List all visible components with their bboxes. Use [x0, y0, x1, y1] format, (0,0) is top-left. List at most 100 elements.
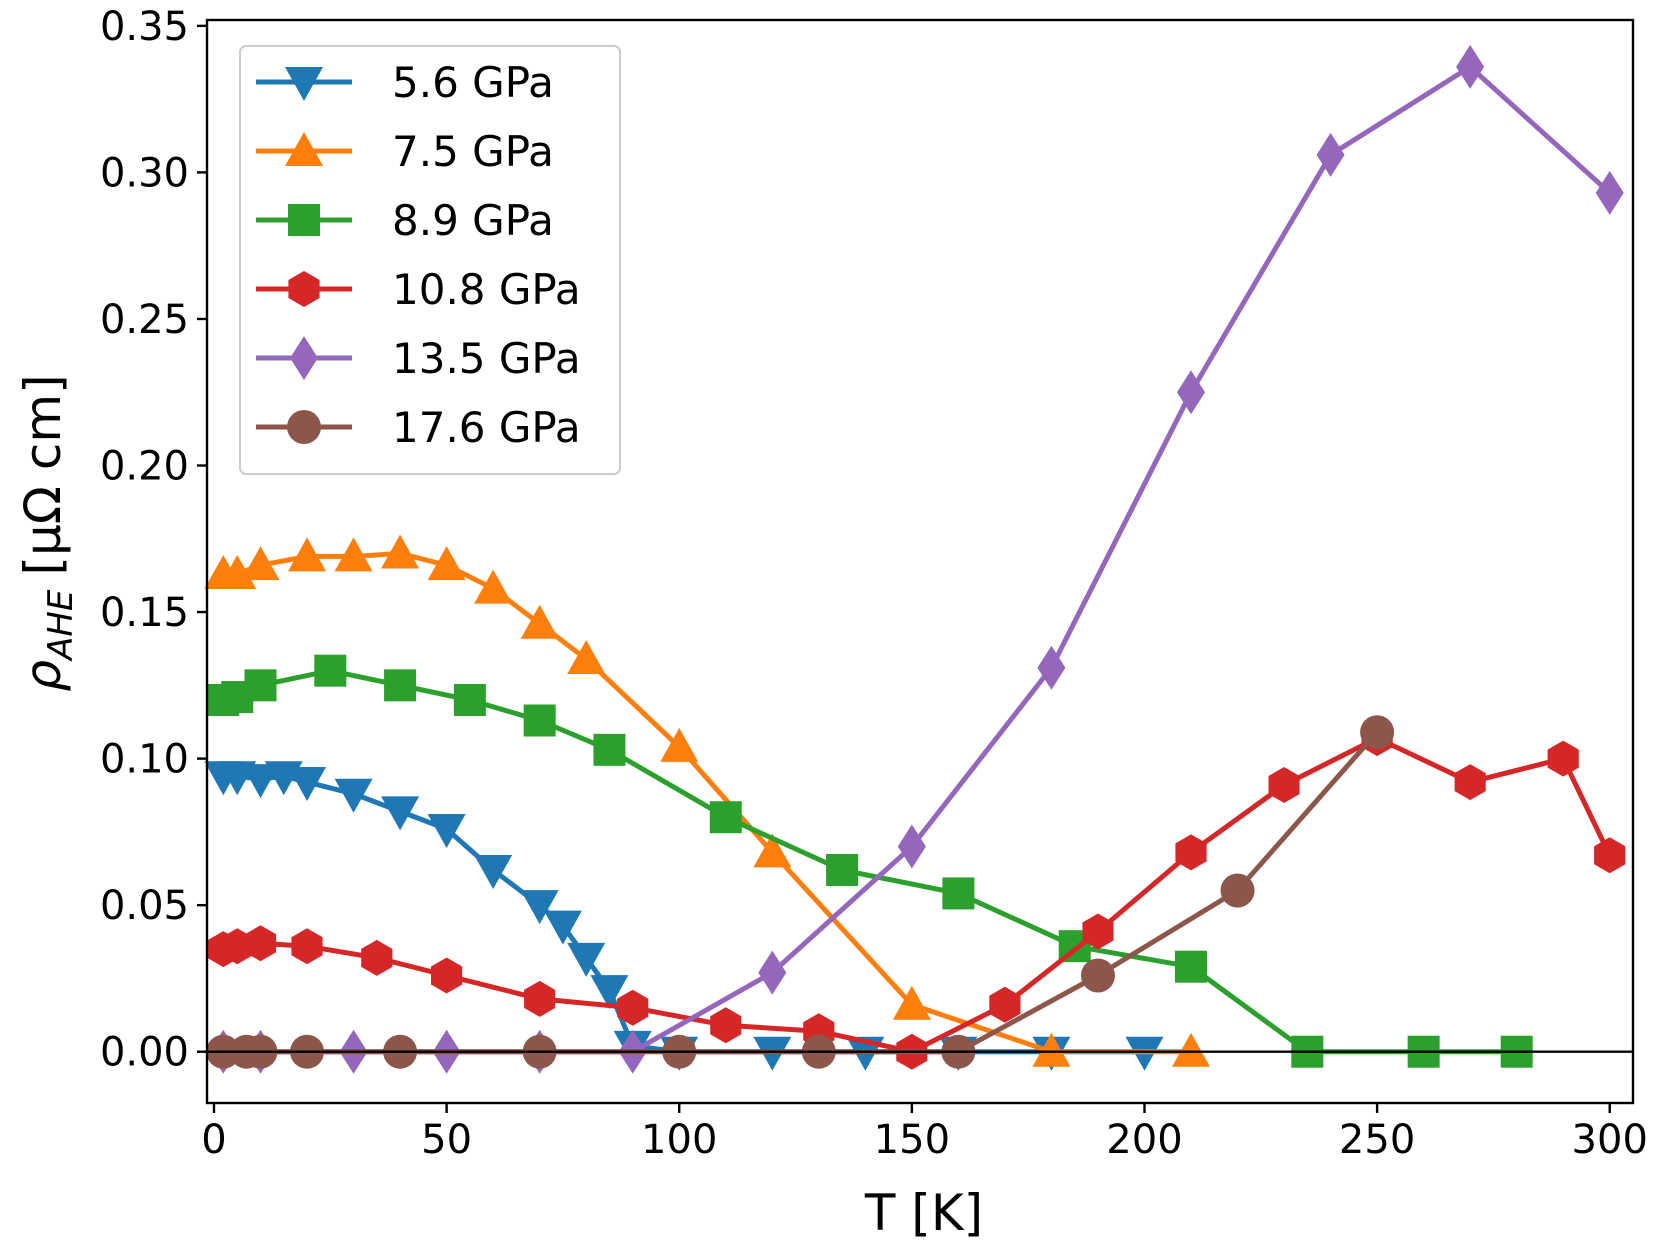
- data-point: [660, 727, 699, 762]
- data-point: [520, 604, 559, 639]
- data-point: [241, 764, 280, 799]
- data-point: [241, 546, 280, 581]
- legend-item: 5.6 GPa: [256, 58, 554, 107]
- data-point: [520, 890, 559, 925]
- legend-marker: [288, 271, 320, 307]
- y-axis-label-subscript: AHE: [41, 589, 81, 662]
- y-tick-label: 0.10: [100, 737, 189, 783]
- y-tick-label: 0.25: [100, 297, 189, 343]
- data-point: [1177, 370, 1206, 415]
- data-point: [590, 975, 629, 1010]
- data-point: [1595, 170, 1624, 215]
- data-point: [1082, 913, 1114, 950]
- legend: 5.6 GPa 7.5 GPa 8.9 GPa 10.8 GPa 13.5 GPa 17.…: [239, 45, 621, 475]
- data-point: [709, 801, 742, 834]
- data-point: [474, 854, 513, 889]
- y-tick-label: 0.35: [100, 4, 189, 50]
- data-point: [244, 669, 277, 702]
- legend-item: 17.6 GPa: [256, 403, 581, 452]
- legend-item: 13.5 GPa: [256, 334, 581, 383]
- legend-marker: [287, 410, 321, 444]
- legend-label: 13.5 GPa: [392, 334, 581, 383]
- y-tick-label: 0.00: [100, 1030, 189, 1076]
- series-line: [222, 668, 1517, 1055]
- data-point: [524, 980, 556, 1017]
- data-point: [567, 942, 606, 977]
- data-point: [427, 546, 466, 581]
- data-point: [474, 569, 513, 604]
- ticks-layer: 0 50 100 150 200 250 300 0.00 0.05 0.10 0.15 0.20 0.…: [100, 4, 1648, 1163]
- data-point: [942, 877, 975, 910]
- data-point: [892, 985, 931, 1020]
- x-tick-label: 0: [201, 1117, 226, 1163]
- legend-marker: [285, 67, 323, 101]
- y-axis-label-symbol: ρ: [14, 660, 72, 692]
- legend-marker: [288, 204, 320, 236]
- data-point: [1175, 834, 1207, 871]
- data-point: [244, 925, 277, 962]
- data-point: [1037, 645, 1066, 690]
- data-point: [567, 639, 606, 674]
- y-tick-label: 0.20: [100, 444, 189, 490]
- legend-item: 10.8 GPa: [256, 265, 581, 314]
- data-point: [1080, 958, 1115, 993]
- data-point: [1594, 837, 1626, 874]
- data-point: [1456, 44, 1485, 89]
- x-axis-label: T [K]: [864, 1184, 983, 1242]
- data-point: [1032, 1032, 1071, 1067]
- data-point: [218, 554, 257, 589]
- y-tick-label: 0.05: [100, 883, 189, 929]
- data-point: [1175, 950, 1208, 983]
- data-point: [384, 669, 417, 702]
- data-point: [1547, 740, 1579, 777]
- legend-marker: [290, 336, 318, 380]
- x-tick-label: 100: [641, 1117, 717, 1163]
- data-point: [427, 813, 466, 848]
- y-axis-label-unit: [μΩ cm]: [14, 374, 72, 575]
- data-point: [1360, 715, 1395, 750]
- x-tick-label: 300: [1572, 1117, 1648, 1163]
- legend-item: 7.5 GPa: [256, 127, 554, 176]
- data-point: [288, 537, 327, 572]
- data-point: [334, 778, 373, 813]
- data-layer: [204, 44, 1626, 1074]
- data-point: [593, 733, 626, 766]
- data-point: [288, 767, 327, 802]
- legend-label: 10.8 GPa: [392, 265, 581, 314]
- data-point: [431, 957, 463, 994]
- data-point: [381, 534, 420, 569]
- series-2: [204, 534, 1211, 1067]
- data-point: [291, 928, 323, 965]
- data-point: [989, 986, 1021, 1023]
- y-axis-label: ρAHE [μΩ cm]: [14, 374, 81, 691]
- data-point: [523, 704, 556, 737]
- data-point: [543, 910, 582, 945]
- x-tick-label: 50: [421, 1117, 472, 1163]
- data-point: [1454, 764, 1486, 801]
- data-point: [710, 1007, 742, 1044]
- data-point: [753, 833, 792, 868]
- y-tick-label: 0.15: [100, 590, 189, 636]
- data-point: [1268, 767, 1300, 803]
- data-point: [758, 950, 787, 995]
- data-point: [1220, 873, 1255, 908]
- data-point: [361, 939, 393, 976]
- data-point: [314, 654, 347, 687]
- legend-marker: [285, 132, 323, 166]
- legend-label: 17.6 GPa: [392, 403, 581, 452]
- data-point: [1316, 132, 1345, 177]
- legend-item: 8.9 GPa: [256, 196, 554, 245]
- x-tick-label: 200: [1106, 1117, 1182, 1163]
- data-point: [1172, 1032, 1211, 1067]
- data-point: [334, 537, 373, 572]
- data-point: [617, 989, 649, 1026]
- data-point: [826, 853, 859, 886]
- legend-label: 8.9 GPa: [392, 196, 554, 245]
- data-point: [897, 824, 926, 869]
- x-tick-label: 250: [1339, 1117, 1415, 1163]
- legend-label: 5.6 GPa: [392, 58, 554, 107]
- data-point: [381, 796, 420, 831]
- x-tick-label: 150: [874, 1117, 950, 1163]
- y-tick-label: 0.30: [100, 150, 189, 196]
